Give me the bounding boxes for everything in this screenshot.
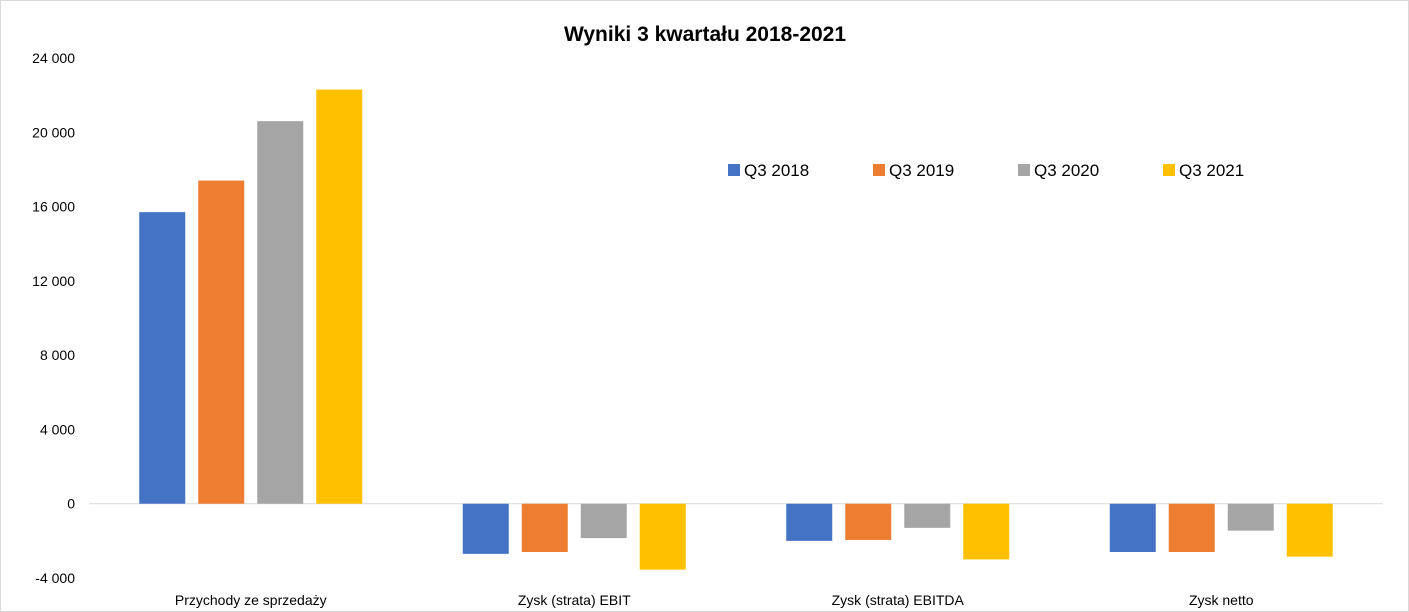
bar-q3-2019 [198,180,245,504]
x-category-label: Przychody ze sprzedaży [175,592,327,608]
y-tick-label: 8 000 [40,347,75,363]
y-tick-label: 16 000 [32,199,75,215]
chart-title: Wyniki 3 kwartału 2018-2021 [564,23,846,46]
legend-swatch [1018,164,1030,176]
y-tick-label: -4 000 [35,570,75,586]
legend-label: Q3 2020 [1034,161,1099,180]
bar-q3-2020 [904,503,951,528]
x-axis-category-labels: Przychody ze sprzedaży Zysk (strata) EBIT… [175,592,1254,608]
bar-q3-2018 [1109,503,1156,552]
legend-swatch [873,164,885,176]
y-tick-label: 12 000 [32,273,75,289]
bar-q3-2019 [845,503,892,540]
bar-q3-2019 [521,503,568,552]
y-tick-label: 20 000 [32,124,75,140]
bar-q3-2018 [786,503,833,541]
y-tick-label: 24 000 [32,50,75,66]
bar-q3-2021 [316,89,363,504]
bar-q3-2020 [1227,503,1274,531]
x-category-label: Zysk (strata) EBITDA [832,592,965,608]
x-category-label: Zysk (strata) EBIT [518,592,631,608]
x-category-label: Zysk netto [1189,592,1254,608]
legend-label: Q3 2018 [744,161,809,180]
bar-q3-2020 [257,121,304,504]
legend: Q3 2018 Q3 2019 Q3 2020 Q3 2021 [728,161,1244,180]
y-tick-label: 4 000 [40,421,75,437]
y-axis-tick-labels: -4 000 0 4 000 8 000 12 000 16 000 20 000 24 00… [32,50,75,586]
y-tick-label: 0 [67,496,75,512]
bar-q3-2021 [963,503,1010,560]
legend-label: Q3 2021 [1179,161,1244,180]
bar-q3-2021 [639,503,686,570]
bar-q3-2019 [1168,503,1215,552]
bar-q3-2018 [139,212,186,504]
bar-q3-2018 [462,503,509,554]
legend-swatch [1163,164,1175,176]
bar-q3-2021 [1286,503,1333,557]
bar-series-group [139,89,1333,570]
legend-label: Q3 2019 [889,161,954,180]
legend-swatch [728,164,740,176]
bar-q3-2020 [580,503,627,539]
